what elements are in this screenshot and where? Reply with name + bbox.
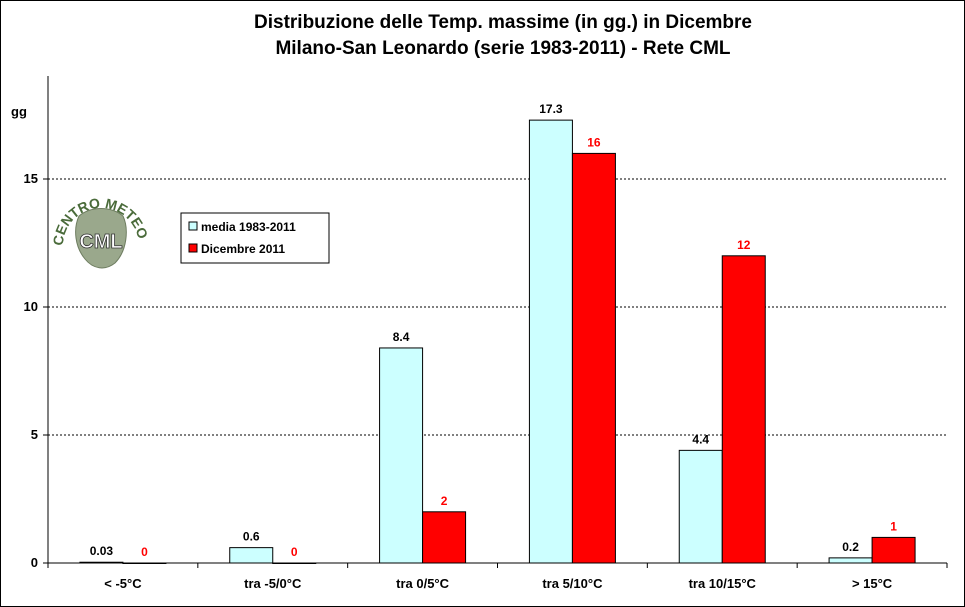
y-axis-label: gg: [11, 104, 27, 119]
legend-swatch-dicembre: [188, 243, 198, 253]
data-label-media: 0.03: [90, 544, 114, 558]
data-label-media: 0.6: [243, 530, 260, 544]
y-tick-label-10: 10: [24, 299, 38, 314]
legend: media 1983-2011 Dicembre 2011: [180, 212, 330, 264]
data-label-dicembre: 16: [587, 135, 601, 149]
bar-dicembre: [422, 511, 467, 564]
bar-media: [828, 557, 873, 564]
data-label-media: 0.2: [842, 540, 859, 554]
x-tick-label: tra 5/10°C: [542, 576, 603, 591]
bar-media: [528, 119, 573, 564]
logo-region-shape: [75, 208, 127, 269]
legend-box: [180, 212, 330, 264]
data-label-media: 4.4: [692, 432, 709, 446]
legend-label-media: media 1983-2011: [201, 220, 296, 234]
bar-dicembre: [871, 536, 916, 564]
cml-logo: CENTRO METEO LOMBARDO CML: [1, 1, 152, 269]
data-label-dicembre: 2: [441, 494, 448, 508]
data-label-media: 8.4: [393, 330, 410, 344]
bar-dicembre: [721, 255, 766, 564]
data-label-dicembre: 0: [291, 545, 298, 559]
x-tick-label: tra 0/5°C: [396, 576, 450, 591]
y-tick-label-5: 5: [31, 427, 38, 442]
x-tick-label: tra -5/0°C: [244, 576, 302, 591]
x-tick-label: > 15°C: [852, 576, 893, 591]
legend-label-dicembre: Dicembre 2011: [201, 242, 285, 256]
bar-media: [379, 347, 424, 564]
data-label-dicembre: 12: [737, 238, 751, 252]
x-tick-label: < -5°C: [104, 576, 142, 591]
legend-swatch-media: [188, 221, 198, 231]
data-label-dicembre: 0: [141, 545, 148, 559]
bar-dicembre: [571, 152, 616, 564]
logo-center-text: CML: [79, 231, 122, 253]
chart-title: Distribuzione delle Temp. massime (in gg…: [254, 12, 752, 33]
data-label-media: 17.3: [539, 102, 563, 116]
bar-media: [678, 449, 723, 564]
bars: [79, 119, 916, 564]
logo-ring-text: CENTRO METEO LOMBARDO: [1, 1, 152, 246]
y-tick-label-15: 15: [24, 171, 38, 186]
x-tick-label: tra 10/15°C: [689, 576, 757, 591]
gridlines: [48, 178, 947, 436]
data-label-dicembre: 1: [890, 519, 897, 533]
chart-subtitle: Milano-San Leonardo (serie 1983-2011) - …: [275, 38, 730, 59]
bar-media: [229, 547, 274, 564]
y-tick-label-0: 0: [31, 555, 38, 570]
data-labels: 0.03 0 0.6 0 8.4 2 17.3 16 4.4 12 0.2 1: [90, 102, 898, 559]
